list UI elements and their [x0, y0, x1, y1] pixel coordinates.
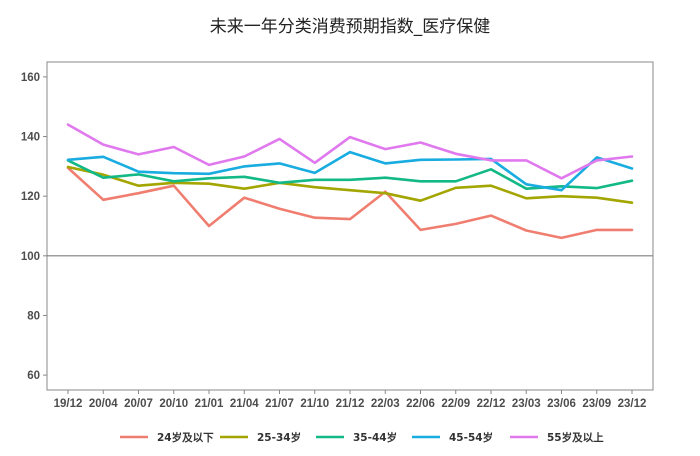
x-tick-label: 23/09: [582, 398, 611, 410]
x-tick-label: 20/07: [124, 398, 153, 410]
series-line-1: [66, 166, 634, 240]
legend: 24岁及以下 25-34岁 35-44岁 45-54岁 55岁及以上: [120, 431, 604, 444]
x-tick-label: 21/12: [336, 398, 365, 410]
series-line-4: [66, 150, 634, 192]
x-tick-label: 21/07: [265, 398, 294, 410]
y-tick-label: 60: [27, 370, 40, 382]
legend-label-3: 35-44岁: [353, 431, 397, 444]
x-tick-label: 22/03: [371, 398, 400, 410]
y-tick-label: 120: [21, 191, 40, 203]
x-tick-label: 22/06: [406, 398, 435, 410]
x-tick-label: 22/09: [441, 398, 470, 410]
x-tick-label: 23/06: [547, 398, 576, 410]
x-tick-label: 23/03: [512, 398, 541, 410]
y-tick-label: 80: [27, 310, 40, 322]
x-tick-label: 21/10: [300, 398, 329, 410]
y-tick-label: 140: [21, 132, 40, 144]
x-tick-label: 22/12: [477, 398, 506, 410]
series-line-3: [66, 159, 634, 190]
chart-title: 未来一年分类消费预期指数_医疗保健: [210, 17, 491, 37]
legend-label-4: 45-54岁: [449, 431, 493, 444]
x-tick-label: 20/04: [89, 398, 118, 410]
x-tick-label: 19/12: [54, 398, 83, 410]
series-lines: [66, 123, 634, 240]
y-axis: 60 80 100 120 140 160: [21, 72, 47, 382]
x-tick-label: 23/12: [618, 398, 647, 410]
legend-label-5: 55岁及以上: [547, 431, 604, 444]
plot-frame: [46, 61, 654, 391]
series-line-5: [66, 123, 634, 180]
y-tick-label: 100: [21, 251, 40, 263]
x-tick-label: 21/04: [230, 398, 259, 410]
x-axis: 19/12 20/04 20/07 20/10 21/01 21/04 21/07 21/10…: [54, 390, 647, 410]
x-tick-label: 20/10: [159, 398, 188, 410]
y-tick-label: 160: [21, 72, 40, 84]
legend-label-1: 24岁及以下: [157, 431, 214, 444]
series-line-2: [66, 165, 634, 204]
legend-label-2: 25-34岁: [257, 431, 301, 444]
x-tick-label: 21/01: [195, 398, 224, 410]
